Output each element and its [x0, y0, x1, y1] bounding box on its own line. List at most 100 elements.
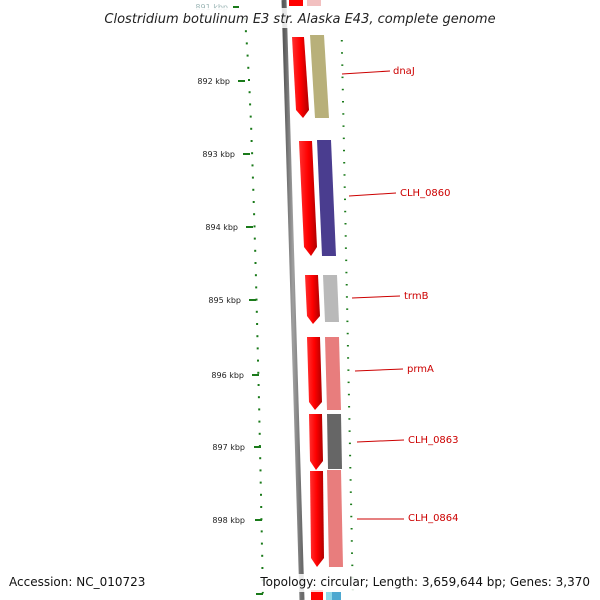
track-minor-dot: [344, 235, 347, 237]
genome-summary-text: Topology: circular; Length: 3,659,644 bp…: [259, 575, 590, 589]
ruler-minor-dot: [254, 262, 257, 264]
gene-bar-CLH_0863[interactable]: [327, 414, 342, 469]
track-minor-dot: [342, 137, 345, 140]
track-minor-dot: [347, 357, 350, 359]
ruler-label: 898 kbp: [212, 516, 245, 525]
track-minor-dot: [350, 528, 353, 530]
gene-labels: dnaJ CLH_0860 trmB prmA CLH_0863 CLH_086…: [341, 66, 459, 524]
ruler-minor-dot: [259, 481, 262, 484]
gene-bar-CLH_0864[interactable]: [327, 470, 343, 567]
ruler-minor-dot: [249, 115, 252, 118]
label-leader-CLH_0860: [348, 192, 397, 197]
track-minor-dot: [346, 320, 349, 323]
track-minor-dot: [344, 247, 347, 249]
ruler-minor-dot: [248, 91, 251, 94]
gene-arrow-prmA[interactable]: [307, 337, 322, 410]
ruler-minor-dot: [251, 176, 254, 179]
gene-arrow-CLH_0863[interactable]: [309, 414, 323, 470]
ruler-minor-dot: [255, 286, 258, 289]
footer-backdrop: [256, 574, 596, 592]
ruler-minor-ticks: [243, 18, 354, 594]
gene-label-prmA[interactable]: prmA: [407, 364, 434, 375]
track-minor-dot: [345, 259, 348, 262]
gene-feature-bars: [310, 35, 343, 567]
ruler-minor-dot: [258, 408, 261, 411]
ruler-minor-dot: [259, 457, 262, 460]
ruler-minor-dot: [257, 384, 260, 386]
ruler-minor-dot: [246, 54, 249, 57]
ruler-label: 892 kbp: [197, 77, 230, 86]
track-minor-dot: [346, 345, 349, 347]
ruler-major-ticks: [233, 6, 263, 595]
ruler-minor-dot: [260, 542, 263, 545]
gene-arrow-dnaJ[interactable]: [292, 37, 309, 118]
ruler-minor-dot: [256, 323, 259, 325]
ruler-minor-dot: [260, 506, 263, 508]
gene-label-CLH_0864[interactable]: CLH_0864: [408, 513, 459, 524]
ruler-minor-dot: [245, 42, 248, 45]
strand-arrows: [292, 37, 324, 567]
ruler-label: 893 kbp: [202, 150, 235, 159]
gene-arrow-CLH_0860[interactable]: [299, 141, 317, 256]
track-minor-dot: [346, 332, 349, 335]
track-minor-dot: [340, 40, 343, 42]
ruler-label: 891 kbp: [195, 3, 228, 12]
gene-bar-dnaJ[interactable]: [310, 35, 329, 118]
ruler-minor-dot: [261, 554, 264, 557]
track-minor-dot: [344, 223, 347, 225]
ruler-minor-dot: [252, 201, 255, 203]
track-minor-dot: [347, 369, 350, 371]
track-minor-dot: [343, 174, 346, 176]
ruler-minor-dot: [244, 30, 247, 33]
genome-backbone: [281, 0, 305, 600]
track-minor-dot: [341, 52, 343, 54]
track-minor-dot: [342, 113, 345, 115]
track-minor-dot: [351, 564, 354, 567]
gene-bar-CLH_0860[interactable]: [317, 140, 336, 256]
ruler-minor-dot: [258, 432, 261, 435]
ruler-minor-dot: [258, 420, 261, 423]
ruler-minor-dot: [256, 335, 259, 338]
gene-label-trmB[interactable]: trmB: [404, 291, 429, 302]
ruler-label: 896 kbp: [211, 371, 244, 380]
ruler-label: 897 kbp: [212, 443, 245, 452]
ruler-minor-dot: [248, 79, 250, 81]
gene-label-CLH_0860[interactable]: CLH_0860: [400, 188, 451, 199]
ruler-minor-dot: [255, 298, 258, 301]
ruler-minor-dot: [257, 371, 260, 374]
gene-bar-prmA[interactable]: [325, 337, 341, 410]
label-leader-trmB: [351, 295, 401, 299]
track-minor-dot: [350, 540, 353, 542]
track-minor-dot: [341, 64, 344, 66]
label-leader-CLH_0863: [356, 439, 405, 443]
ruler-minor-dot: [254, 274, 257, 277]
track-minor-dot: [346, 308, 349, 310]
ruler-minor-dot: [247, 66, 250, 69]
track-minor-dot: [341, 88, 344, 91]
gene-bar-trmB[interactable]: [323, 275, 339, 322]
track-minor-dot: [343, 186, 346, 188]
gene-label-dnaJ[interactable]: dnaJ: [393, 66, 415, 77]
track-minor-dot: [347, 381, 350, 384]
ruler-label: 895 kbp: [208, 296, 241, 305]
top-partial-feature: [289, 0, 321, 6]
gene-label-CLH_0863[interactable]: CLH_0863: [408, 435, 459, 446]
ruler-minor-dot: [254, 249, 257, 252]
ruler-minor-dot: [261, 591, 264, 594]
gene-arrow-trmB[interactable]: [305, 275, 320, 324]
track-minor-dot: [349, 454, 352, 457]
ruler-minor-dot: [255, 310, 258, 313]
track-minor-dot: [348, 442, 351, 445]
gene-arrow-CLH_0864[interactable]: [310, 471, 324, 567]
label-leader-prmA: [354, 368, 404, 372]
accession-text: Accession: NC_010723: [9, 575, 145, 589]
track-minor-dot: [343, 162, 346, 164]
track-minor-dot: [348, 406, 351, 408]
track-minor-dot: [341, 76, 344, 79]
track-minor-dot: [349, 491, 352, 493]
ruler-minor-dot: [250, 127, 253, 130]
track-minor-dot: [349, 467, 352, 469]
ruler-labels: 891 kbp 892 kbp 893 kbp 894 kbp 895 kbp …: [195, 3, 245, 525]
bottom-partial-feature: [311, 590, 341, 600]
track-minor-dot: [343, 149, 345, 152]
